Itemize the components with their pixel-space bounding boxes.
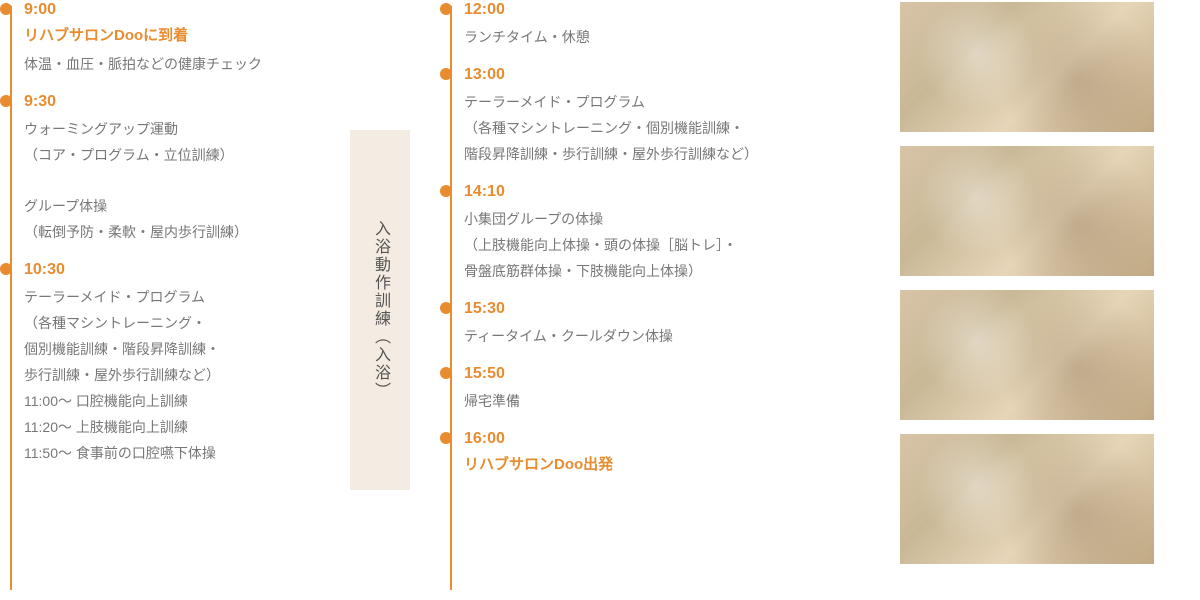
timeline-entry: 14:10 小集団グループの体操 （上肢機能向上体操・頭の体操［脳トレ］・ 骨盤… [464,182,900,285]
timeline-entry: 12:00 ランチタイム・休憩 [464,0,900,51]
time-label: 13:00 [464,65,900,84]
photo-exercise-1 [900,2,1154,132]
entry-desc: 小集団グループの体操 （上肢機能向上体操・頭の体操［脳トレ］・ 骨盤底筋群体操・… [464,207,900,285]
timeline-left: 9:00 リハブサロンDooに到着 体温・血圧・脈拍などの健康チェック 9:30… [0,0,340,600]
time-label: 15:30 [464,299,900,318]
time-label: 9:00 [24,0,340,19]
timeline-entry: 9:30 ウォーミングアップ運動 （コア・プログラム・立位訓練） グループ体操 … [24,92,340,247]
bath-box: 入浴動作訓練（入浴） [350,130,410,490]
time-label: 14:10 [464,182,900,201]
dot-icon [440,302,452,314]
dot-icon [440,3,452,15]
entry-headline: リハブサロンDoo出発 [464,454,900,477]
time-text: 12:00 [464,1,505,18]
time-text: 13:00 [464,66,505,83]
timeline-entry: 15:50 帰宅準備 [464,364,900,415]
timeline-entry: 16:00 リハブサロンDoo出発 [464,429,900,477]
entry-desc: テーラーメイド・プログラム （各種マシントレーニング・ 個別機能訓練・階段昇降訓… [24,285,340,466]
time-text: 9:30 [24,93,56,110]
timeline-line-right [450,6,452,590]
time-text: 16:00 [464,430,505,447]
bath-label: 入浴動作訓練（入浴） [368,220,392,400]
dot-icon [440,68,452,80]
dot-icon [440,185,452,197]
dot-icon [0,3,12,15]
time-label: 12:00 [464,0,900,19]
entry-desc: テーラーメイド・プログラム （各種マシントレーニング・個別機能訓練・ 階段昇降訓… [464,90,900,168]
time-text: 15:30 [464,300,505,317]
time-text: 10:30 [24,261,65,278]
timeline-entry: 13:00 テーラーメイド・プログラム （各種マシントレーニング・個別機能訓練・… [464,65,900,168]
photo-exercise-3 [900,290,1154,420]
time-text: 15:50 [464,365,505,382]
photo-exercise-2 [900,146,1154,276]
entry-desc: 体温・血圧・脈拍などの健康チェック [24,52,340,78]
photo-column [900,0,1200,600]
time-text: 9:00 [24,1,56,18]
time-label: 15:50 [464,364,900,383]
timeline-right: 12:00 ランチタイム・休憩 13:00 テーラーメイド・プログラム （各種マ… [440,0,900,600]
timeline-line-left [10,6,12,590]
timeline-entry: 10:30 テーラーメイド・プログラム （各種マシントレーニング・ 個別機能訓練… [24,260,340,466]
photo-exercise-4 [900,434,1154,564]
timeline-entry: 15:30 ティータイム・クールダウン体操 [464,299,900,350]
entry-desc: ランチタイム・休憩 [464,25,900,51]
time-label: 16:00 [464,429,900,448]
entry-desc: ティータイム・クールダウン体操 [464,324,900,350]
dot-icon [440,432,452,444]
time-text: 14:10 [464,183,505,200]
entry-headline: リハブサロンDooに到着 [24,25,340,48]
time-label: 9:30 [24,92,340,111]
dot-icon [0,95,12,107]
dot-icon [440,367,452,379]
time-label: 10:30 [24,260,340,279]
entry-desc: ウォーミングアップ運動 （コア・プログラム・立位訓練） グループ体操 （転倒予防… [24,117,340,246]
entry-desc: 帰宅準備 [464,389,900,415]
timeline-entry: 9:00 リハブサロンDooに到着 体温・血圧・脈拍などの健康チェック [24,0,340,78]
